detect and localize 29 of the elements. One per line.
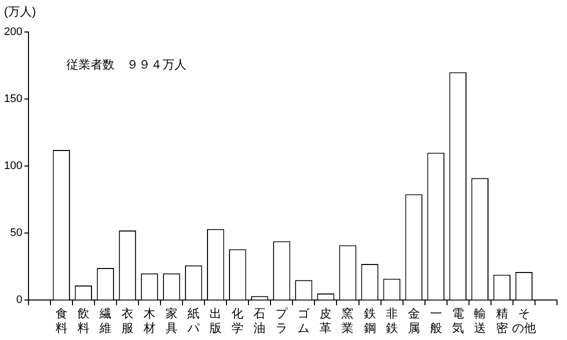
y-tick-label: 50 [10,227,22,240]
x-tick-label: 皮革 [320,306,332,336]
x-tick-label: 家具 [166,306,178,336]
x-tick-label: 金属 [408,306,420,336]
x-tick-label: 繊維 [98,306,112,336]
x-tick-label: 輸送 [474,306,486,336]
y-tick-label: 100 [4,160,22,172]
y-tick-label: 150 [4,93,22,106]
x-tick-label: 紙パ [186,306,201,336]
x-tick-label: 電気 [452,306,464,336]
y-tick-label: 0 [16,294,22,306]
x-tick-label: 衣服 [121,306,134,336]
x-tick-label: 非鉄 [386,306,398,336]
annotation: 従業者数 ９９４万人 [66,57,186,72]
x-tick-label: 出版 [210,306,222,336]
x-tick-label: 化学 [232,306,244,336]
x-tick-label: 鉄鋼 [364,306,376,336]
x-tick-label: ゴム [298,306,311,336]
x-tick-label: 窯業 [342,306,354,336]
x-tick-label: 石油 [254,306,266,336]
x-tick-label: 精密 [496,306,508,336]
x-tick-label: 食料 [55,306,68,336]
x-tick-label: その他 [512,306,536,336]
y-tick-label: 200 [4,26,22,38]
x-tick-label: 一般 [430,306,442,336]
y-axis-title: (万人) [4,4,36,18]
x-tick-label: プラ [276,306,289,336]
x-tick-label: 木材 [142,306,156,336]
x-tick-label: 飲料 [77,306,90,336]
